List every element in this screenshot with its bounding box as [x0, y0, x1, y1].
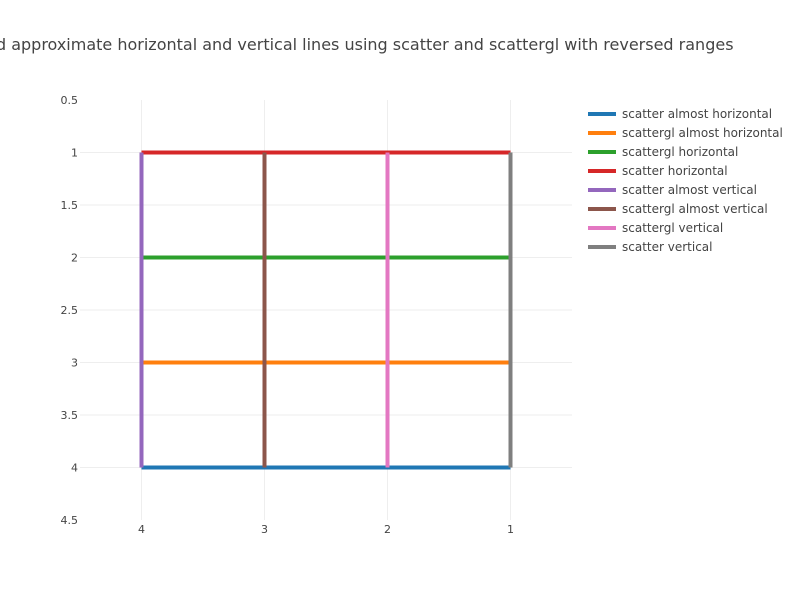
y-tick-label: 4 — [71, 462, 78, 475]
legend[interactable]: scatter almost horizontal scattergl almos… — [588, 107, 783, 254]
legend-label: scattergl vertical — [622, 221, 723, 235]
x-axis: 4 3 2 1 — [138, 523, 514, 536]
legend-item[interactable]: scatter almost vertical — [588, 183, 757, 197]
chart-title: Exact and approximate horizontal and ver… — [0, 35, 734, 54]
legend-item[interactable]: scattergl almost vertical — [588, 202, 768, 216]
legend-label: scatter almost horizontal — [622, 107, 772, 121]
y-tick-label: 0.5 — [61, 94, 79, 107]
y-tick-label: 4.5 — [61, 514, 79, 527]
legend-item[interactable]: scattergl almost horizontal — [588, 126, 783, 140]
legend-label: scatter almost vertical — [622, 183, 757, 197]
x-tick-label: 4 — [138, 523, 145, 536]
legend-item[interactable]: scatter vertical — [588, 240, 713, 254]
legend-label: scatter horizontal — [622, 164, 728, 178]
x-tick-label: 1 — [507, 523, 514, 536]
y-tick-label: 3 — [71, 357, 78, 370]
legend-item[interactable]: scattergl vertical — [588, 221, 723, 235]
legend-label: scattergl horizontal — [622, 145, 738, 159]
grid — [80, 100, 572, 520]
y-tick-label: 2.5 — [61, 304, 79, 317]
y-tick-label: 3.5 — [61, 409, 79, 422]
legend-item[interactable]: scatter horizontal — [588, 164, 728, 178]
plot-area — [139, 150, 513, 470]
legend-item[interactable]: scatter almost horizontal — [588, 107, 772, 121]
y-tick-label: 1.5 — [61, 199, 79, 212]
legend-item[interactable]: scattergl horizontal — [588, 145, 738, 159]
y-tick-label: 2 — [71, 252, 78, 265]
y-tick-label: 1 — [71, 147, 78, 160]
legend-label: scattergl almost horizontal — [622, 126, 783, 140]
x-tick-label: 3 — [261, 523, 268, 536]
x-tick-label: 2 — [384, 523, 391, 536]
legend-label: scattergl almost vertical — [622, 202, 768, 216]
legend-label: scatter vertical — [622, 240, 713, 254]
y-axis: 0.5 1 1.5 2 2.5 3 3.5 4 4.5 — [61, 94, 79, 527]
